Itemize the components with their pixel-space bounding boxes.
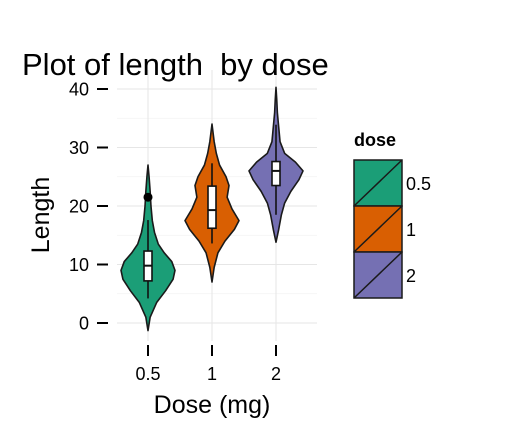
x-tick-label: 0.5 (135, 364, 160, 384)
outlier-point-0.5 (143, 192, 153, 202)
legend-key-diagonal (353, 251, 403, 299)
legend-label-2: 2 (406, 266, 416, 286)
violins (120, 86, 304, 332)
y-tick-label: 30 (69, 138, 89, 158)
y-tick-label: 10 (69, 255, 89, 275)
x-tick-label: 2 (271, 364, 281, 384)
chart-title: Plot of length by dose (22, 47, 329, 82)
y-tick-label: 40 (69, 80, 89, 100)
y-tick-label: 0 (79, 314, 89, 334)
boxplot-box-2 (271, 160, 281, 187)
x-tick-label: 1 (207, 364, 217, 384)
legend-key-diagonal (353, 159, 403, 207)
legend-label-0.5: 0.5 (406, 174, 431, 194)
legend-title: dose (354, 130, 396, 150)
y-tick-label: 20 (69, 197, 89, 217)
legend-label-1: 1 (406, 220, 416, 240)
legend-key-diagonal (353, 205, 403, 253)
legend: dose 0.5 1 2 (353, 130, 431, 299)
axes: 0 10 20 30 40 0.5 1 2 (69, 80, 281, 385)
x-axis-title: Dose (mg) (154, 391, 271, 419)
y-axis-title: Length (27, 177, 55, 253)
boxplot-box-1 (207, 185, 217, 230)
